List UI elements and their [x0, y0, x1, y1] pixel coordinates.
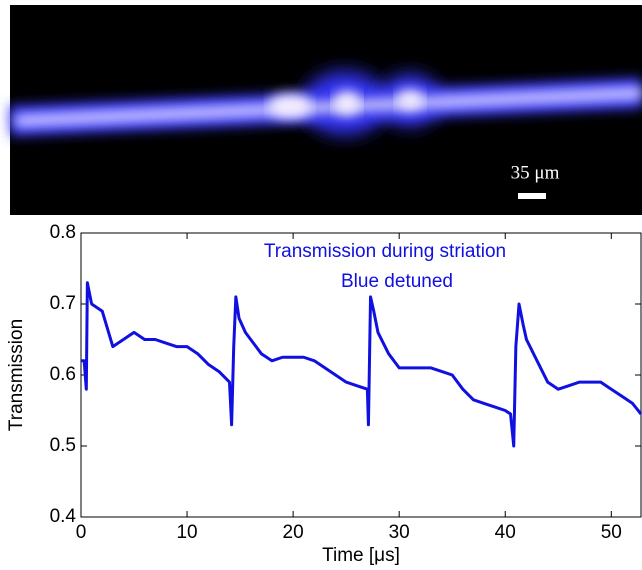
y-tick-label: 0.8 [50, 222, 76, 243]
x-tick-label: 0 [76, 522, 87, 543]
x-tick-label: 40 [495, 522, 516, 543]
y-tick-label: 0.5 [50, 435, 76, 456]
x-tick-label: 20 [283, 522, 304, 543]
photo: 35 μm [9, 5, 642, 215]
x-tick-label: 30 [389, 522, 410, 543]
y-tick-label: 0.6 [50, 364, 76, 385]
x-tick-label: 50 [601, 522, 622, 543]
data-line [81, 281, 642, 448]
y-axis-label: Transmission [6, 319, 27, 431]
annotation: Transmission during striation [264, 241, 506, 262]
y-tick-label: 0.4 [50, 506, 77, 527]
scale-bar-label: 35 μm [511, 162, 560, 183]
x-axis-label: Time [μs] [322, 545, 400, 566]
y-tick-label: 0.7 [50, 293, 76, 314]
annotation: Blue detuned [341, 271, 453, 292]
x-tick-label: 10 [176, 522, 197, 543]
